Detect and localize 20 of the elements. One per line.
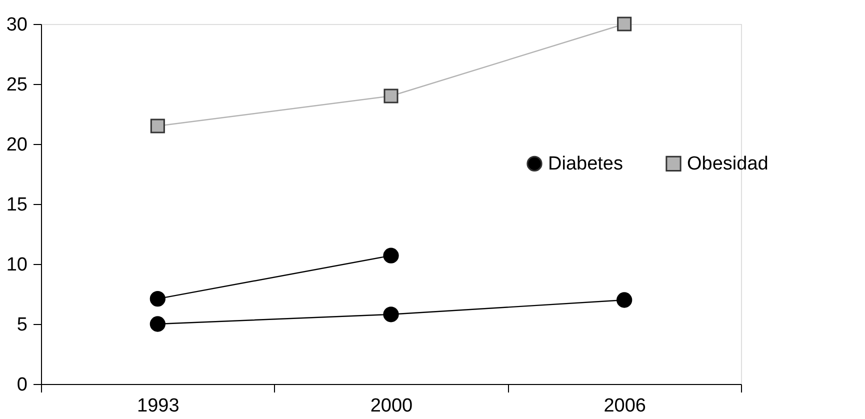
- point: [150, 118, 165, 134]
- point: [617, 16, 632, 32]
- y-tick-label: 25: [6, 74, 28, 96]
- x-tick-label: 2000: [370, 396, 413, 416]
- point: [616, 292, 632, 308]
- y-tick-label: 20: [6, 134, 28, 156]
- point: [383, 248, 399, 264]
- point: [383, 306, 399, 322]
- x-tick-label: 1993: [137, 396, 180, 416]
- point: [150, 290, 166, 307]
- legend-label: Diabetes: [548, 154, 623, 175]
- y-tick-label: 30: [6, 14, 28, 36]
- y-tick-label: 10: [6, 254, 28, 276]
- legend-label: Obesidad: [687, 154, 768, 175]
- y-tick-label: 5: [16, 314, 28, 336]
- point: [384, 88, 398, 104]
- point: [150, 316, 166, 332]
- y-tick-label: 0: [16, 374, 28, 396]
- x-tick-label: 2006: [604, 396, 646, 416]
- y-tick-label: 15: [6, 194, 28, 216]
